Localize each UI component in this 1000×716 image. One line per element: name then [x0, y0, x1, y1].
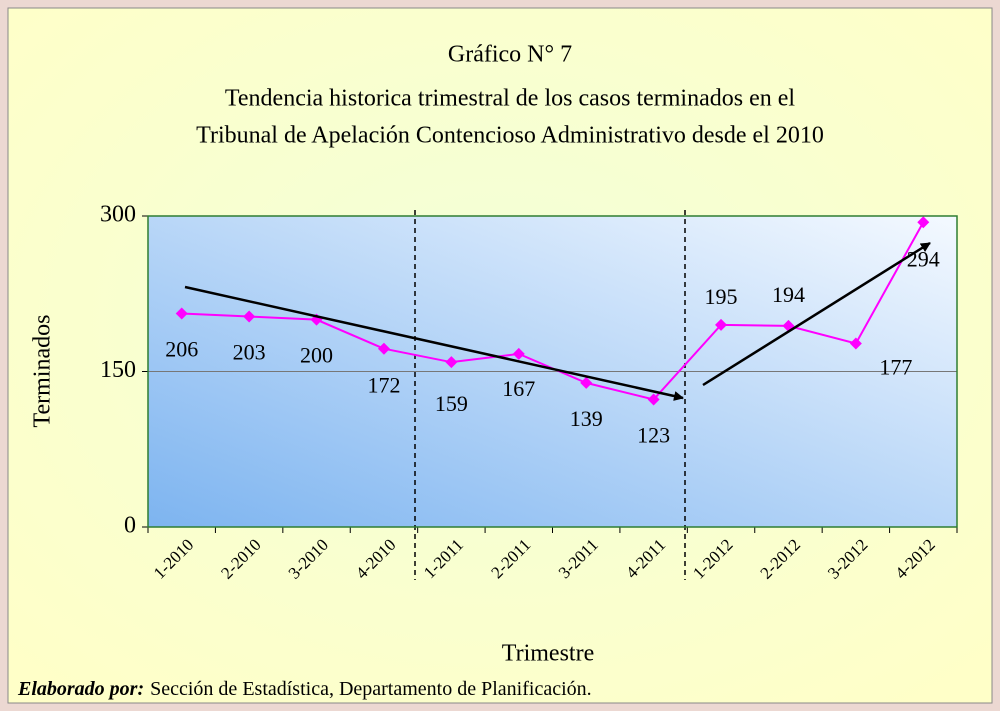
- chart-title: Gráfico N° 7: [448, 42, 572, 68]
- data-label: 200: [300, 343, 333, 368]
- data-label: 203: [233, 340, 266, 365]
- y-axis-label: Terminados: [30, 315, 56, 428]
- chart-subtitle: Tribunal de Apelación Contencioso Admini…: [196, 123, 824, 149]
- data-point: [715, 318, 728, 331]
- data-label: 172: [367, 373, 400, 398]
- source-text: Sección de Estadística, Departamento de …: [150, 678, 592, 700]
- data-label: 139: [570, 406, 603, 431]
- data-label: 167: [502, 376, 535, 401]
- data-label: 206: [165, 336, 198, 361]
- chart-subtitle: Tendencia historica trimestral de los ca…: [225, 86, 795, 112]
- data-point: [377, 342, 390, 355]
- data-point: [175, 307, 188, 320]
- data-point: [917, 216, 930, 229]
- source: Elaborado por: Sección de Estadística, De…: [17, 678, 592, 700]
- data-label: 195: [705, 284, 738, 309]
- data-label: 159: [435, 391, 468, 416]
- trend-arrow: [702, 241, 931, 387]
- data-point: [512, 347, 525, 360]
- data-label: 194: [772, 282, 805, 307]
- data-point: [849, 337, 862, 350]
- x-axis-label: Trimestre: [502, 641, 594, 667]
- data-point: [580, 376, 593, 389]
- y-tick-label: 0: [124, 513, 136, 539]
- y-tick-label: 300: [100, 202, 136, 228]
- data-point: [243, 310, 256, 323]
- source-label: Elaborado por:: [17, 678, 144, 700]
- data-label: 123: [637, 423, 670, 448]
- y-tick-label: 150: [100, 357, 136, 383]
- data-label: 177: [879, 355, 912, 380]
- data-label: 294: [907, 246, 940, 271]
- trend-arrow: [184, 285, 684, 401]
- data-point: [647, 393, 660, 406]
- data-point: [445, 356, 458, 369]
- plot-border: [147, 215, 958, 528]
